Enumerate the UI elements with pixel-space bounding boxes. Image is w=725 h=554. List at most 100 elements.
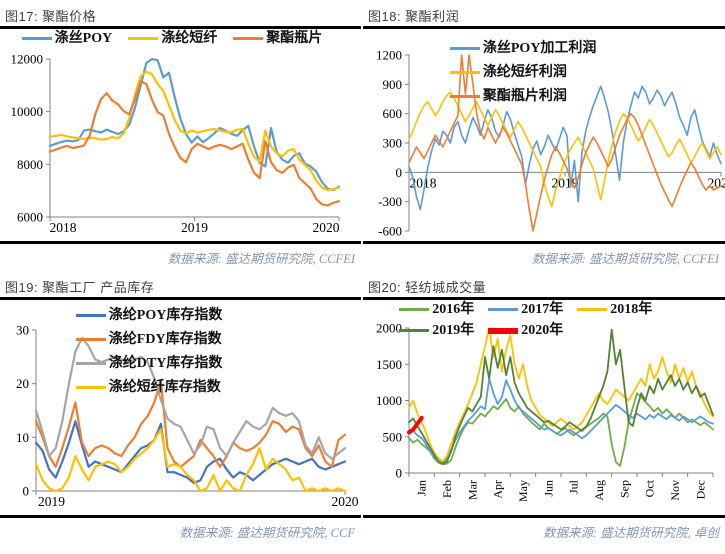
figure-17-title: 图17: 聚酯价格: [5, 9, 97, 24]
legend-label: 2017年: [521, 302, 564, 317]
figure-17-chart: 6000 8000 10000 12000 2018 2019 2020 涤丝POY 涤纶短纤…: [0, 29, 361, 241]
panel-figure-20: 图20: 轻纺城成交量 0 500 1000 1500 2000 Jan Feb Mar Apr…: [363, 273, 725, 541]
legend-line-swatch: [449, 71, 480, 74]
svg-text:Jun: Jun: [541, 480, 555, 497]
figure-20-chart: 0 500 1000 1500 2000 Jan Feb Mar Apr May Jun Jul Aug…: [363, 300, 725, 515]
legend-label: 2020年: [521, 323, 564, 338]
svg-text:Apr: Apr: [491, 480, 505, 499]
title-rule: [363, 297, 725, 300]
title-rule: [363, 26, 725, 29]
svg-text:-300: -300: [378, 194, 402, 209]
svg-text:600: 600: [383, 106, 403, 121]
svg-text:0: 0: [396, 165, 403, 180]
polyester-price-legend: 涤丝POY 涤纶短纤 聚酯瓶片: [21, 29, 339, 50]
data-source: 数据来源: 盛达期货研究院, CCFEI: [167, 252, 355, 266]
legend-line-swatch: [449, 47, 480, 50]
legend-item: 涤纶DTY库存指数: [75, 354, 223, 373]
legend-item: 涤纶FDY库存指数: [75, 330, 222, 349]
svg-text:2019: 2019: [181, 220, 208, 235]
legend-label: 聚酯瓶片: [266, 31, 323, 46]
legend-item: 聚酯瓶片利润: [449, 87, 567, 106]
legend-item: 2018年: [577, 300, 652, 319]
legend-item: 2016年: [399, 300, 474, 319]
figure-18-title: 图18: 聚酯利润: [368, 9, 460, 24]
svg-text:2020: 2020: [312, 220, 339, 235]
legend-label: 涤丝POY加工利润: [482, 41, 597, 56]
report-page: 图17: 聚酯价格 6000 8000 10000 12000 2018 2019 2020…: [0, 2, 725, 541]
title-rule: [0, 297, 361, 300]
svg-text:Oct: Oct: [643, 479, 657, 497]
bottom-rule: [363, 515, 725, 518]
legend-item: 涤丝POY: [21, 29, 113, 48]
svg-text:900: 900: [383, 77, 403, 92]
legend-line-swatch: [128, 37, 159, 40]
legend-item: 聚酯瓶片: [233, 29, 322, 48]
bottom-rule: [0, 515, 361, 518]
legend-label: 涤纶POY库存指数: [108, 308, 223, 323]
textile-volume-legend: 2016年 2017年 2018年 2019年 2020年: [399, 300, 666, 342]
legend-line-swatch: [75, 338, 106, 341]
svg-text:May: May: [516, 480, 530, 502]
legend-label: 涤纶短纤利润: [482, 65, 567, 80]
legend-item: 涤纶短纤利润: [449, 63, 567, 82]
legend-line-swatch: [21, 37, 52, 40]
legend-line-swatch: [488, 327, 519, 334]
legend-label: 涤丝POY: [54, 31, 113, 46]
polyester-profit-chart-canvas: -600-30003006009001200201820192020: [376, 48, 725, 239]
title-rule: [0, 26, 361, 29]
svg-text:6000: 6000: [17, 210, 43, 225]
svg-text:1200: 1200: [376, 48, 402, 63]
legend-line-swatch: [488, 308, 519, 311]
svg-text:Dec: Dec: [693, 480, 707, 499]
bottom-rule: [0, 241, 361, 244]
figure-20-title: 图20: 轻纺城成交量: [368, 280, 487, 295]
legend-line-swatch: [399, 329, 430, 332]
legend-label: 2019年: [432, 323, 475, 338]
legend-line-swatch: [75, 386, 106, 389]
data-source: 数据来源: 盛达期货研究院, 卓创: [542, 526, 719, 540]
data-source: 数据来源: 盛达期货研究院, CCF: [179, 526, 355, 540]
figure-19-chart: 0 10 20 30 2019 2020 涤纶POY库存指数 涤纶FDY库存指数 涤纶DTY库…: [0, 300, 361, 515]
svg-text:30: 30: [16, 323, 29, 338]
legend-label: 2016年: [432, 302, 475, 317]
legend-label: 聚酯瓶片利润: [482, 89, 567, 104]
svg-text:Nov: Nov: [668, 480, 682, 501]
svg-text:0: 0: [396, 466, 403, 481]
legend-line-swatch: [449, 95, 480, 98]
svg-text:Jan: Jan: [415, 480, 429, 496]
svg-text:1000: 1000: [376, 393, 402, 408]
panel-figure-19: 图19: 聚酯工厂 产品库存 0 10 20 30 2019 2020 涤纶POY库存指数…: [0, 273, 361, 541]
legend-line-swatch: [75, 362, 106, 365]
svg-text:2000: 2000: [376, 321, 402, 336]
svg-text:2018: 2018: [50, 220, 77, 235]
legend-item: 涤丝POY加工利润: [449, 39, 597, 58]
svg-text:10000: 10000: [11, 104, 44, 119]
polyester-profit-legend: 涤丝POY加工利润 涤纶短纤利润 聚酯瓶片利润: [449, 39, 611, 111]
polyester-price-chart-canvas: 6000 8000 10000 12000 2018 2019 2020: [11, 52, 341, 235]
svg-text:10: 10: [16, 430, 29, 445]
legend-item: 2020年: [488, 321, 563, 340]
legend-line-swatch: [577, 308, 608, 311]
svg-text:8000: 8000: [17, 157, 43, 172]
svg-text:2018: 2018: [410, 175, 437, 190]
svg-text:2019: 2019: [38, 494, 65, 509]
legend-item: 2017年: [488, 300, 563, 319]
inventory-index-legend: 涤纶POY库存指数涤纶FDY库存指数涤纶DTY库存指数涤纶短纤库存指数: [75, 306, 237, 402]
legend-label: 涤纶短纤: [161, 31, 218, 46]
legend-item: 涤纶短纤库存指数: [75, 378, 221, 397]
svg-text:Feb: Feb: [440, 480, 454, 498]
svg-text:Jul: Jul: [567, 479, 581, 494]
data-source: 数据来源: 盛达期货研究院, CCFEI: [531, 252, 719, 266]
textile-volume-chart-canvas: 0 500 1000 1500 2000 Jan Feb Mar Apr May Jun Jul Aug…: [376, 321, 714, 502]
figure-18-chart: -600-30003006009001200201820192020 涤丝POY…: [363, 29, 725, 241]
inventory-index-chart-canvas: 0 10 20 30 2019 2020: [16, 323, 359, 510]
svg-text:0: 0: [23, 484, 30, 499]
svg-text:-600: -600: [378, 224, 402, 239]
svg-text:Mar: Mar: [465, 480, 479, 500]
legend-label: 涤纶DTY库存指数: [108, 356, 223, 371]
legend-item: 2019年: [399, 321, 474, 340]
panel-figure-18: 图18: 聚酯利润 -600 -300 0 300 600 900 1200 2018 2019…: [363, 2, 725, 267]
legend-item: 涤纶短纤: [128, 29, 217, 48]
legend-item: 涤纶POY库存指数: [75, 306, 223, 325]
legend-line-swatch: [233, 37, 264, 40]
